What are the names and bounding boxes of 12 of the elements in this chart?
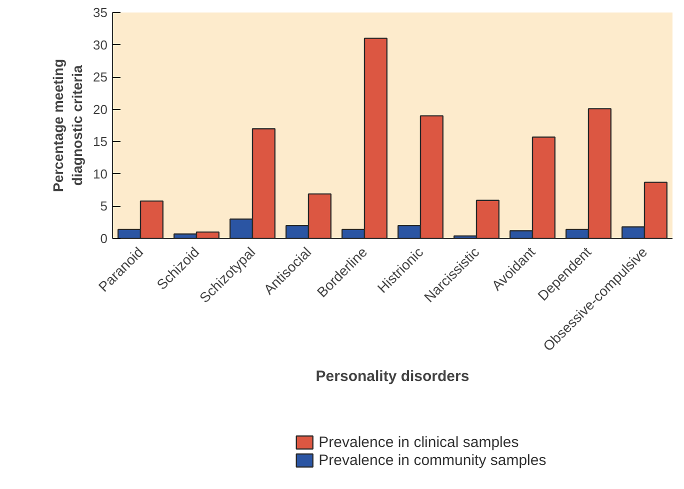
legend-label: Prevalence in clinical samples: [318, 434, 519, 451]
x-axis-title: Personality disorders: [316, 368, 470, 385]
y-tick-label: 0: [100, 231, 108, 246]
legend-label: Prevalence in community samples: [318, 452, 546, 469]
y-axis-title: Percentage meeting diagnostic criteria: [50, 58, 86, 192]
y-tick-label: 5: [100, 198, 108, 214]
y-tick-label: 25: [93, 70, 108, 85]
y-tick-label: 10: [93, 166, 108, 182]
y-tick-label: 35: [93, 5, 108, 20]
y-tick-label: 20: [93, 102, 108, 117]
y-tick-label: 30: [93, 37, 108, 52]
y-tick-label: 15: [93, 134, 108, 150]
